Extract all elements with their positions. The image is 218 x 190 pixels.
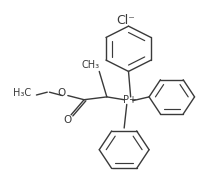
Text: Cl⁻: Cl⁻ <box>116 14 135 27</box>
Text: CH₃: CH₃ <box>81 60 99 70</box>
Text: O: O <box>64 115 72 124</box>
Text: H₃C: H₃C <box>13 88 31 98</box>
Text: O: O <box>57 88 65 98</box>
Text: P+: P+ <box>123 95 137 105</box>
